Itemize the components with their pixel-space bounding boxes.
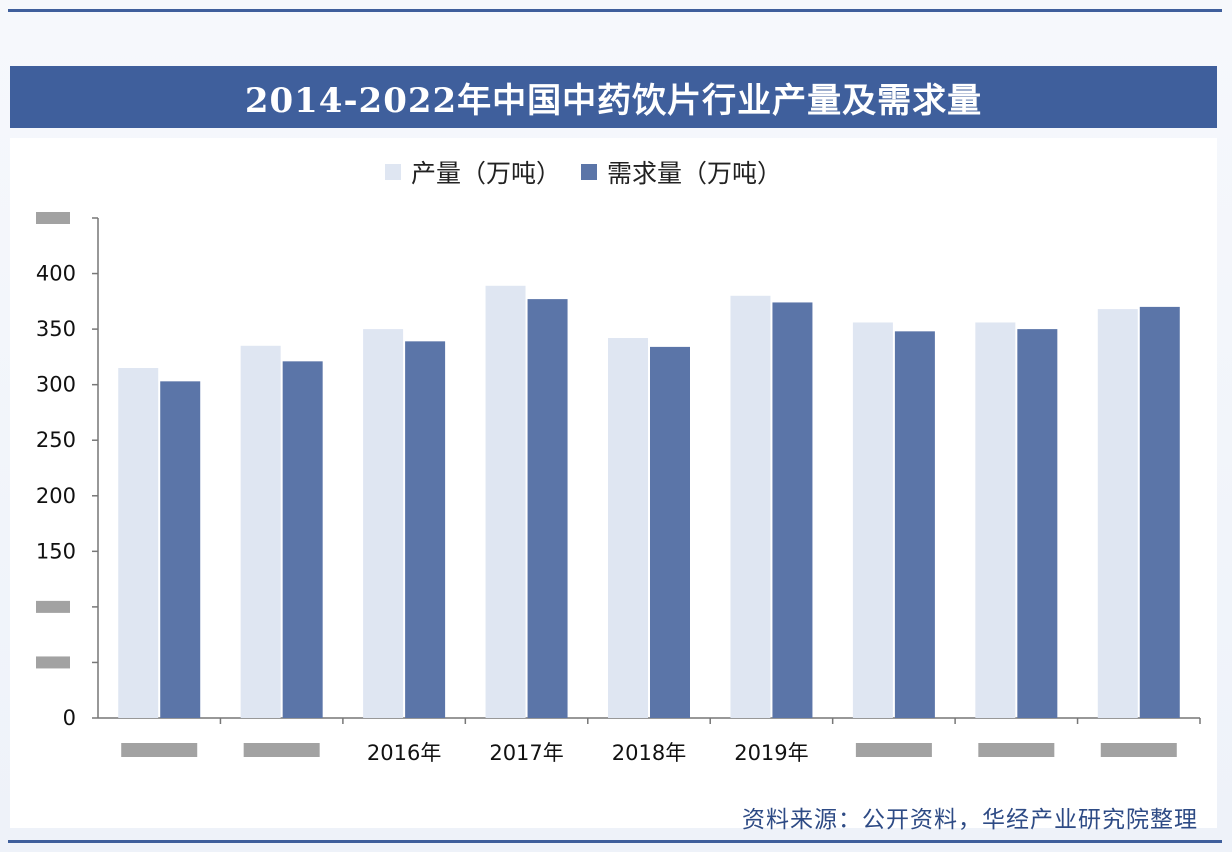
bar-production — [485, 285, 526, 718]
x-tick-label-blurred — [121, 743, 198, 757]
y-tick-label-blurred — [36, 212, 70, 224]
bar-demand — [650, 346, 690, 718]
y-tick-label: 150 — [36, 539, 76, 563]
legend-item-demand: 需求量（万吨） — [581, 154, 782, 190]
x-tick-label-blurred — [978, 743, 1055, 757]
bar-production — [730, 295, 771, 718]
bar-production — [852, 322, 893, 718]
legend-item-production: 产量（万吨） — [385, 154, 561, 190]
y-tick-label-blurred — [36, 656, 70, 669]
bar-demand — [772, 302, 813, 718]
bar-production — [363, 329, 404, 718]
source-note: 资料来源：公开资料，华经产业研究院整理 — [742, 807, 1198, 833]
y-tick-label: 250 — [36, 428, 76, 452]
x-tick-label: 2016年 — [367, 741, 441, 765]
x-tick-label: 2019年 — [734, 741, 808, 765]
y-tick-label-blurred — [36, 600, 70, 613]
x-tick-label-blurred — [1100, 743, 1177, 757]
bar-demand — [527, 299, 568, 718]
bar-demand — [1017, 329, 1058, 718]
bar-demand — [1139, 306, 1180, 718]
bar-production — [118, 368, 159, 718]
x-tick-label: 2018年 — [612, 741, 686, 765]
title-bar: 2014-2022年中国中药饮片行业产量及需求量 — [10, 66, 1217, 128]
y-tick-label: 0 — [63, 706, 76, 730]
legend-label-production: 产量（万吨） — [411, 159, 562, 188]
bottom-rule — [8, 840, 1222, 843]
bar-production — [240, 345, 281, 718]
legend: 产量（万吨） 需求量（万吨） — [385, 155, 782, 189]
chart-title: 2014-2022年中国中药饮片行业产量及需求量 — [244, 80, 983, 121]
bar-production — [608, 338, 648, 718]
y-tick-label: 300 — [36, 373, 76, 397]
legend-swatch-demand — [581, 164, 598, 180]
bar-demand — [282, 361, 323, 718]
x-tick-label-blurred — [855, 743, 932, 757]
y-tick-label: 200 — [36, 484, 76, 508]
x-tick-label: 2017年 — [489, 741, 563, 765]
y-tick-label: 400 — [36, 262, 76, 286]
bar-demand — [894, 331, 935, 718]
legend-swatch-production — [385, 164, 401, 180]
top-rule — [8, 9, 1222, 12]
bar-demand — [160, 381, 201, 718]
legend-label-demand: 需求量（万吨） — [607, 159, 783, 188]
x-tick-label-blurred — [243, 743, 320, 757]
bar-demand — [405, 341, 446, 718]
bar-production — [975, 322, 1016, 718]
bar-production — [1097, 309, 1138, 718]
y-tick-label: 350 — [36, 317, 76, 341]
